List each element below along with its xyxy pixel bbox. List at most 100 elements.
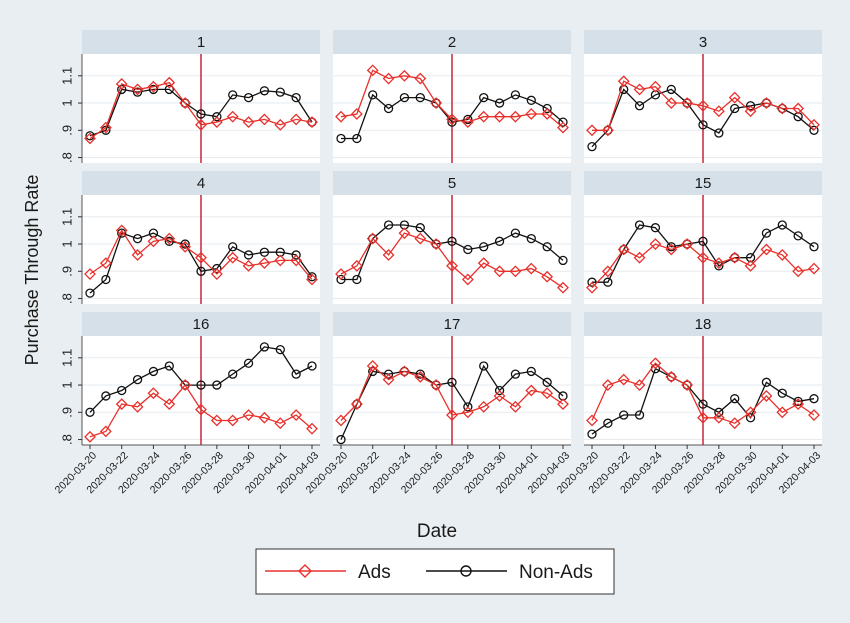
- non_ads-point: [587, 277, 597, 287]
- panel-18: 182020-03-202020-03-222020-03-242020-03-…: [555, 312, 823, 496]
- non_ads-point: [291, 369, 301, 379]
- non_ads-point: [666, 372, 676, 382]
- ads-point: [665, 97, 678, 109]
- non_ads-point: [619, 410, 629, 420]
- non_ads-point: [291, 250, 301, 260]
- ads-point: [163, 232, 176, 245]
- y-tick-label: 1: [59, 381, 74, 388]
- ads-line: [340, 232, 564, 289]
- ads-point: [306, 422, 318, 435]
- non_ads-point: [431, 98, 441, 108]
- non_ads-line: [592, 224, 815, 283]
- ads-point: [210, 116, 223, 129]
- non_ads-point: [352, 274, 362, 285]
- panel-title: 2: [448, 34, 456, 51]
- ads-point: [728, 251, 741, 264]
- non_ads-point: [777, 220, 787, 230]
- ads-line: [89, 384, 313, 438]
- non_ads-point: [336, 133, 346, 144]
- ads-point: [350, 398, 363, 411]
- panel-17: 172020-03-202020-03-222020-03-242020-03-…: [304, 312, 572, 496]
- ads-point: [195, 118, 207, 131]
- non_ads-point: [431, 239, 441, 249]
- ads-point: [430, 97, 443, 109]
- non_ads-point: [243, 250, 254, 260]
- ads-point: [541, 108, 554, 120]
- ads-point: [681, 97, 694, 109]
- ads-point: [792, 265, 805, 278]
- ads-point: [414, 232, 427, 245]
- ads-line: [340, 364, 564, 421]
- non_ads-point: [101, 274, 111, 285]
- non_ads-line: [341, 224, 564, 281]
- ads-point: [728, 417, 741, 430]
- panel-title: 15: [695, 175, 712, 192]
- non_ads-point: [196, 266, 206, 276]
- ads-point: [617, 373, 630, 386]
- non_ads-point: [479, 242, 489, 252]
- non_ads-line: [89, 346, 313, 413]
- y-tick-label: 1.1: [59, 208, 74, 226]
- panel-header: [584, 30, 822, 54]
- ads-point: [586, 414, 598, 427]
- non_ads-point: [745, 413, 756, 423]
- non_ads-point: [212, 380, 222, 390]
- non_ads-point: [603, 418, 613, 428]
- ads-point: [430, 238, 443, 250]
- panel-1: 1 .8 .9 1 1.1: [59, 30, 320, 163]
- non_ads-point: [479, 361, 489, 371]
- ads-point: [697, 99, 709, 112]
- ads-point: [99, 121, 112, 134]
- non_ads-point: [603, 277, 613, 287]
- ads-point: [226, 251, 239, 264]
- non_ads-point: [259, 86, 270, 96]
- ads-point: [131, 249, 144, 261]
- non_ads-point: [148, 366, 159, 377]
- ads-point: [258, 411, 271, 424]
- ads-point: [525, 384, 538, 397]
- ads-point: [147, 80, 160, 93]
- non_ads-point: [291, 92, 301, 103]
- non_ads-point: [132, 374, 143, 385]
- ads-point: [258, 113, 271, 126]
- non_ads-point: [164, 361, 174, 371]
- non_ads-point: [463, 244, 473, 255]
- non_ads-point: [132, 87, 143, 97]
- non_ads-point: [793, 231, 803, 241]
- non_ads-point: [666, 242, 676, 252]
- non_ads-point: [542, 377, 552, 387]
- ads-point: [226, 110, 239, 123]
- non_ads-point: [526, 95, 536, 105]
- ads-point: [147, 235, 160, 248]
- ads-point: [382, 373, 395, 386]
- non_ads-point: [558, 255, 568, 266]
- non_ads-point: [730, 103, 740, 114]
- ads-point: [335, 110, 347, 123]
- panel-header: [82, 30, 320, 54]
- non_ads-point: [212, 263, 222, 274]
- ads-point: [84, 268, 96, 280]
- non_ads-point: [228, 242, 238, 252]
- ads-point: [115, 224, 128, 237]
- ads-point: [776, 249, 789, 261]
- non_ads-point: [228, 90, 238, 100]
- ads-line: [591, 362, 815, 424]
- ads-point: [509, 265, 522, 278]
- ads-point: [366, 232, 379, 245]
- non_ads-point: [275, 87, 285, 97]
- ads-point: [776, 102, 789, 115]
- ads-point: [557, 281, 569, 294]
- panel-title: 16: [193, 316, 210, 333]
- non_ads-point: [793, 396, 803, 407]
- ads-point: [477, 110, 490, 123]
- ads-point: [179, 240, 192, 253]
- ads-point: [382, 72, 395, 85]
- non_ads-point: [761, 228, 772, 238]
- ads-line: [592, 80, 815, 131]
- ads-point: [601, 124, 614, 137]
- ads-point: [274, 417, 287, 430]
- y-tick-label: .8: [59, 434, 74, 445]
- non_ads-point: [587, 141, 597, 152]
- ads-point: [350, 108, 363, 120]
- non_ads-point: [494, 98, 505, 108]
